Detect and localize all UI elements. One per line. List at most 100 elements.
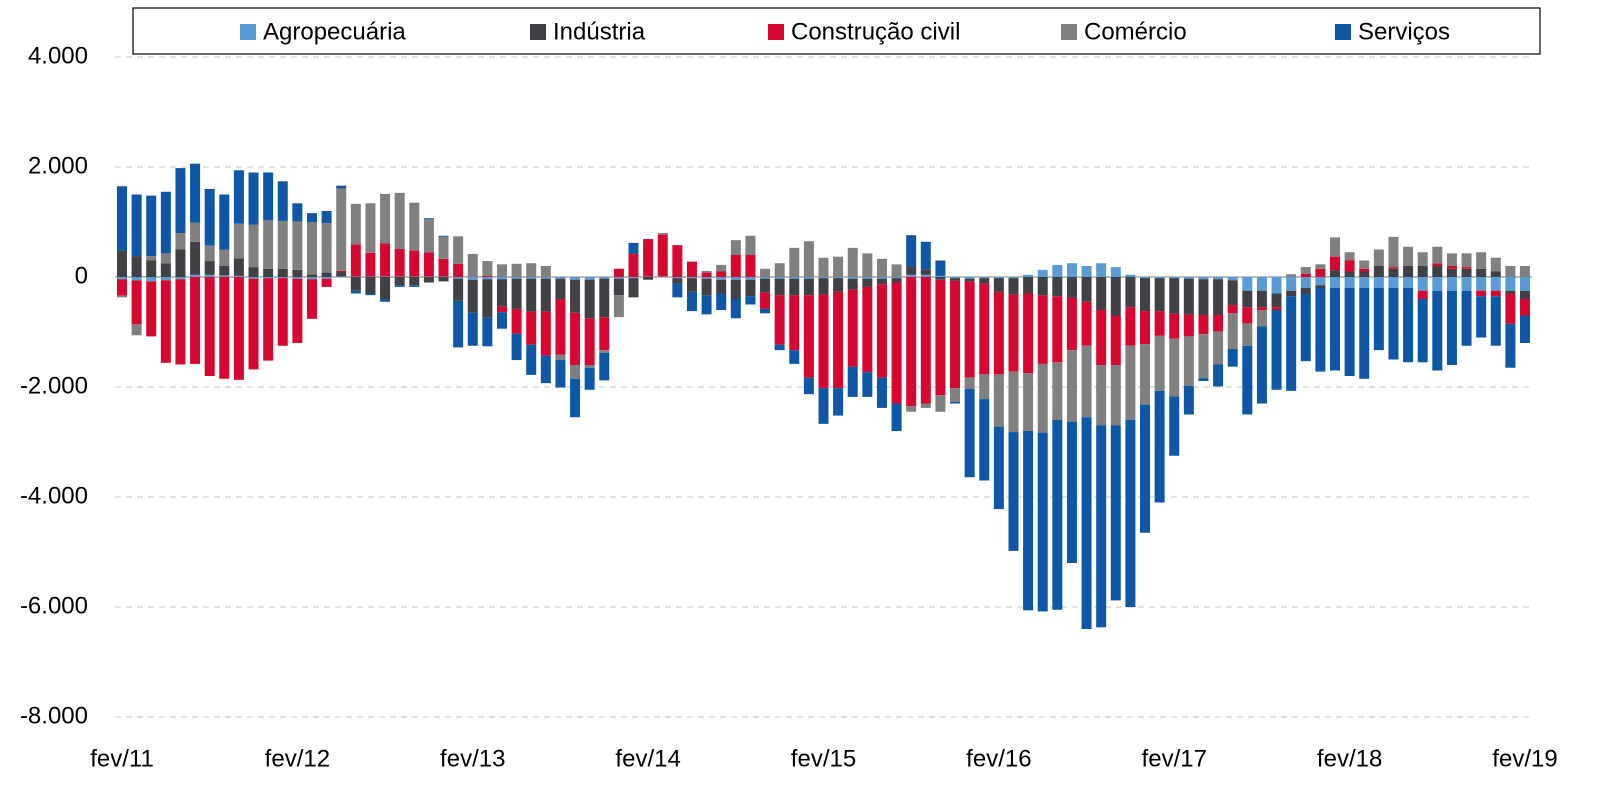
bar-segment xyxy=(365,276,376,277)
bar-segment xyxy=(438,235,449,237)
bar-segment xyxy=(277,278,288,346)
bar-segment xyxy=(160,191,171,254)
bar-segment xyxy=(1446,268,1457,277)
bar-segment xyxy=(1271,293,1282,308)
bar-segment xyxy=(1125,307,1136,346)
bar-segment xyxy=(716,264,727,272)
bar-segment xyxy=(540,355,551,384)
bar-segment xyxy=(818,294,829,389)
bar-segment xyxy=(862,277,873,279)
bar-segment xyxy=(1300,273,1311,277)
bar-segment xyxy=(935,277,946,280)
bar-segment xyxy=(1110,365,1121,426)
bar-segment xyxy=(760,277,771,279)
bar-segment xyxy=(1417,299,1428,363)
bar-segment xyxy=(701,277,712,279)
bar-segment xyxy=(876,377,887,408)
bar-segment xyxy=(613,277,624,279)
bar-segment xyxy=(306,277,317,280)
bar-segment xyxy=(906,277,917,407)
bar-segment xyxy=(540,266,551,277)
bar-segment xyxy=(160,253,171,264)
bar-segment xyxy=(833,278,844,292)
bar-segment xyxy=(789,277,800,279)
bar-segment xyxy=(964,277,975,279)
bar-segment xyxy=(862,278,873,287)
bar-segment xyxy=(263,220,274,269)
bar-segment xyxy=(131,277,142,281)
legend-swatch xyxy=(530,24,546,40)
bar-segment xyxy=(628,242,639,254)
bar-segment xyxy=(716,277,727,280)
bar-segment xyxy=(1256,310,1267,327)
bar-segment xyxy=(1198,314,1209,335)
bar-segment xyxy=(745,296,756,305)
bar-segment xyxy=(1052,277,1063,297)
bar-segment xyxy=(1242,345,1253,415)
bar-segment xyxy=(482,275,493,277)
bar-segment xyxy=(818,257,829,277)
bar-segment xyxy=(1125,274,1136,277)
bar-segment xyxy=(190,241,201,275)
bar-segment xyxy=(336,272,347,277)
bar-segment xyxy=(1373,249,1384,266)
bar-segment xyxy=(160,263,171,277)
bar-segment xyxy=(1227,313,1238,350)
bar-segment xyxy=(1198,279,1209,315)
bar-segment xyxy=(526,277,537,279)
bar-segment xyxy=(233,170,244,224)
bar-segment xyxy=(219,277,230,379)
bar-segment xyxy=(292,203,303,222)
bar-segment xyxy=(277,220,288,269)
bar-segment xyxy=(365,203,376,253)
bar-segment xyxy=(1417,290,1428,299)
bar-segment xyxy=(584,318,595,365)
bar-segment xyxy=(1432,263,1443,266)
bar-segment xyxy=(555,354,566,361)
bar-segment xyxy=(248,267,259,277)
bar-segment xyxy=(467,279,478,313)
bar-segment xyxy=(847,247,858,277)
bar-segment xyxy=(496,264,507,277)
bar-segment xyxy=(1213,364,1224,387)
bar-segment xyxy=(1242,323,1253,346)
bar-segment xyxy=(1110,425,1121,601)
bar-segment xyxy=(555,277,566,279)
bar-segment xyxy=(1461,277,1472,291)
legend-swatch xyxy=(240,24,256,40)
bar-segment xyxy=(175,233,186,250)
bar-segment xyxy=(774,278,785,296)
bar-segment xyxy=(716,279,727,294)
bar-segment xyxy=(423,276,434,277)
bar-segment xyxy=(1388,288,1399,360)
bar-segment xyxy=(672,245,683,277)
bar-segment xyxy=(760,292,771,309)
bar-segment xyxy=(1490,271,1501,277)
bar-segment xyxy=(1227,305,1238,314)
bar-segment xyxy=(1066,421,1077,563)
bar-segment xyxy=(847,289,858,367)
bar-segment xyxy=(1183,336,1194,386)
bar-segment xyxy=(847,278,858,290)
bar-segment xyxy=(1476,268,1487,277)
bar-segment xyxy=(1140,344,1151,405)
bar-segment xyxy=(1110,277,1121,316)
bar-segment xyxy=(891,403,902,431)
bar-segment xyxy=(833,256,844,277)
bar-segment xyxy=(1315,288,1326,372)
bar-segment xyxy=(1461,268,1472,277)
bar-segment xyxy=(1066,277,1077,298)
bar-segment xyxy=(657,233,668,235)
bar-segment xyxy=(1037,277,1048,296)
bar-segment xyxy=(248,277,259,279)
bar-segment xyxy=(613,278,624,296)
bar-segment xyxy=(906,406,917,412)
bar-segment xyxy=(935,275,946,277)
bar-segment xyxy=(146,281,157,337)
bar-segment xyxy=(1373,277,1384,288)
bar-segment xyxy=(584,367,595,390)
y-tick-label: 4.000 xyxy=(28,42,88,69)
bar-segment xyxy=(409,285,420,287)
bar-segment xyxy=(979,374,990,400)
bar-segment xyxy=(306,222,317,275)
